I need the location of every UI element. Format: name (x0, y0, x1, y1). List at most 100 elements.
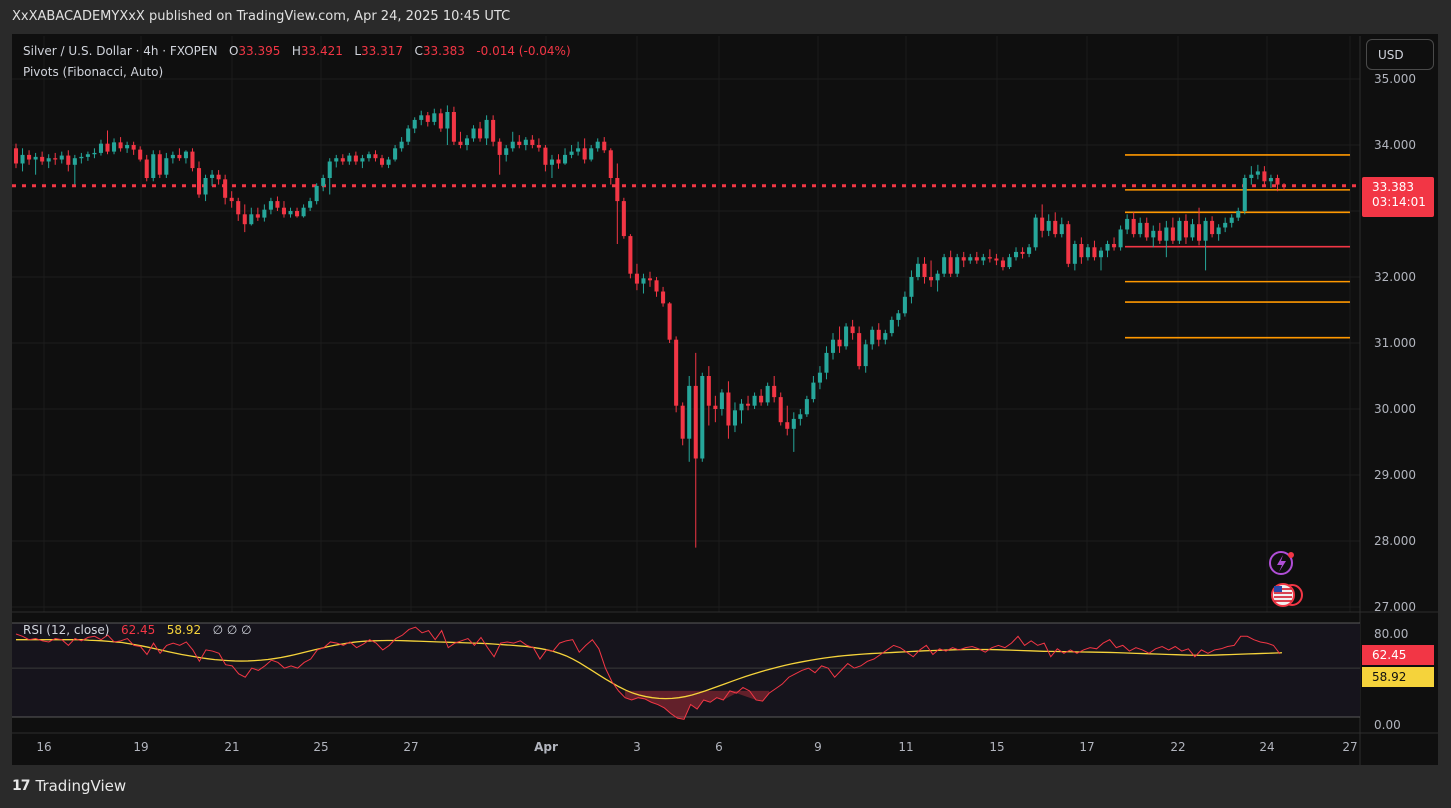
rsi-band (12, 623, 1360, 717)
indicator-legend[interactable]: Pivots (Fibonacci, Auto) (23, 65, 164, 79)
candle-body-68 (458, 141, 463, 145)
time-tick-label-5: Apr (534, 740, 558, 754)
candle-body-34 (236, 201, 241, 215)
rsi-legend-value: 62.45 (120, 623, 156, 637)
candle-body-90 (602, 141, 607, 151)
rsi-legend[interactable]: RSI (12, close) 62.45 58.92 ∅ ∅ ∅ (23, 623, 252, 637)
rsi-ma-line (16, 639, 1283, 700)
candle-body-45 (308, 201, 313, 208)
candle-body-140 (929, 277, 934, 281)
candle-body-61 (412, 119, 417, 129)
time-tick-label-2: 21 (224, 740, 239, 754)
candle-body-101 (674, 339, 679, 406)
candle-body-132 (876, 329, 881, 340)
candle-body-55 (373, 154, 378, 159)
publish-header: XxXABACADEMYXxX published on TradingView… (12, 9, 511, 24)
tradingview-logo-mark: 17 (12, 778, 31, 794)
candle-body-104 (693, 385, 698, 459)
price-tick-label-4: 31.000 (1374, 336, 1416, 350)
candle-body-0 (13, 148, 19, 164)
candle-body-76 (510, 141, 515, 149)
candle-body-58 (393, 148, 398, 160)
price-tick-label-5: 30.000 (1374, 402, 1416, 416)
lightning-icon (1269, 551, 1294, 575)
candle-body-74 (497, 141, 502, 155)
candle-body-56 (379, 158, 385, 165)
candle-body-26 (183, 151, 188, 159)
candle-body-158 (1046, 220, 1051, 231)
rsi-ma-legend-value: 58.92 (166, 623, 202, 637)
time-tick-label-3: 25 (313, 740, 328, 754)
open-label: O (228, 44, 239, 58)
candle-body-8 (66, 155, 71, 165)
candle-body-30 (210, 174, 215, 178)
candle-body-154 (1020, 251, 1025, 254)
lightning-icon-ring (1269, 551, 1293, 575)
candle-body-7 (59, 155, 64, 160)
candle-body-183 (1210, 220, 1215, 235)
candle-body-149 (987, 257, 992, 259)
candle-body-161 (1066, 224, 1071, 264)
candle-body-59 (399, 141, 404, 149)
candle-body-1 (20, 154, 25, 164)
price-tick-label-3: 32.000 (1374, 270, 1416, 284)
candle-body-20 (144, 159, 149, 178)
candle-body-165 (1092, 247, 1097, 258)
candle-body-114 (759, 395, 764, 403)
change-value: -0.014 (-0.04%) (476, 44, 571, 58)
candle-body-9 (72, 158, 77, 165)
candle-body-172 (1138, 222, 1143, 235)
candle-body-84 (563, 154, 568, 164)
candle-body-88 (589, 148, 594, 160)
rsi-label: RSI (12, close) (23, 623, 110, 637)
time-tick-label-10: 15 (989, 740, 1004, 754)
candle-body-25 (177, 154, 182, 159)
symbol-title: Silver / U.S. Dollar · 4h · FXOPEN (23, 44, 218, 58)
candle-body-22 (157, 154, 162, 175)
candle-body-16 (118, 142, 123, 149)
candle-body-54 (366, 154, 371, 159)
lightning-icon-bolt (1277, 555, 1286, 572)
candle-body-192 (1268, 178, 1273, 182)
currency-button[interactable]: USD (1366, 39, 1434, 70)
candle-body-105 (700, 376, 705, 459)
time-tick-label-14: 27 (1342, 740, 1357, 754)
candle-body-98 (654, 280, 659, 292)
candle-body-124 (824, 352, 829, 373)
close-value: 33.383 (422, 44, 465, 58)
tradingview-logo[interactable]: 17 TradingView (12, 777, 126, 795)
time-tick-label-9: 11 (898, 740, 913, 754)
candle-body-147 (974, 257, 979, 261)
candle-body-87 (582, 148, 587, 160)
candle-body-51 (347, 155, 352, 162)
candle-body-33 (229, 197, 234, 202)
candle-body-123 (817, 372, 822, 383)
price-tick-label-7: 28.000 (1374, 534, 1416, 548)
time-tick-label-11: 17 (1079, 740, 1094, 754)
time-tick-label-0: 16 (36, 740, 51, 754)
candle-body-21 (151, 154, 156, 178)
time-tick-label-12: 22 (1170, 740, 1185, 754)
candle-body-28 (196, 168, 202, 195)
candle-body-159 (1053, 220, 1058, 235)
candle-body-115 (765, 385, 770, 403)
rsi-tick-label-0: 80.00 (1374, 627, 1408, 641)
candle-body-5 (46, 158, 51, 162)
candle-body-110 (732, 410, 737, 426)
candle-body-175 (1157, 230, 1162, 241)
low-label: L (354, 44, 362, 58)
candle-body-191 (1262, 171, 1267, 182)
price-tick-label-6: 29.000 (1374, 468, 1416, 482)
open-value: 33.395 (238, 44, 281, 58)
candle-body-19 (138, 149, 143, 160)
candle-body-38 (262, 209, 267, 218)
candle-body-80 (536, 145, 541, 148)
candle-body-42 (288, 211, 293, 215)
candle-body-130 (863, 344, 868, 367)
candle-body-3 (33, 156, 38, 160)
candle-body-126 (837, 339, 842, 347)
candle-body-178 (1177, 220, 1182, 241)
candle-body-31 (216, 174, 221, 180)
candle-body-78 (523, 139, 528, 145)
